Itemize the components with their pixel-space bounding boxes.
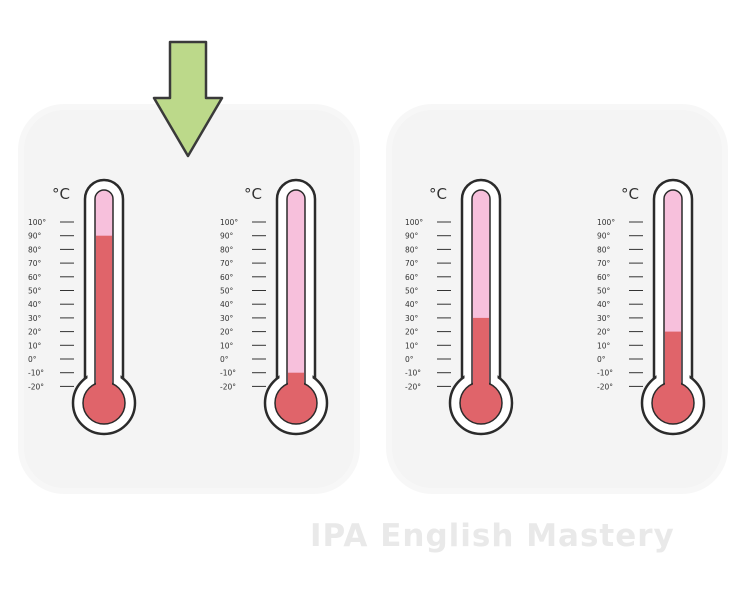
- watermark: IPA English Mastery: [310, 518, 675, 554]
- scale-label: 70°: [597, 259, 611, 268]
- scale-label: 30°: [28, 314, 42, 323]
- scale-label: 20°: [220, 328, 234, 337]
- scale-label: 100°: [597, 218, 615, 227]
- scale-label: 10°: [220, 341, 234, 350]
- scale-label: 80°: [597, 245, 611, 254]
- thermometer-4: °C 100° 90° 80° 70° 60° 50° 40° 30° 20° 10° 0° -10° -…: [597, 178, 706, 436]
- scale-label: 0°: [28, 355, 37, 364]
- scale-label: 30°: [597, 314, 611, 323]
- scale-label: 0°: [405, 355, 414, 364]
- unit-label: °C: [621, 185, 639, 203]
- scale-label: 90°: [405, 232, 419, 241]
- scale-label: 60°: [405, 273, 419, 282]
- scale-label: 0°: [220, 355, 229, 364]
- scale-label: -10°: [597, 369, 613, 378]
- scale-label: 30°: [405, 314, 419, 323]
- scale-label: 70°: [28, 259, 42, 268]
- scale-label: -10°: [28, 369, 44, 378]
- thermometer-4-bulb: [651, 381, 695, 425]
- scale-label: 0°: [597, 355, 606, 364]
- thermometer-2-bulb: [274, 381, 318, 425]
- thermometer-3-bulb: [459, 381, 503, 425]
- unit-label: °C: [244, 185, 262, 203]
- scale-label: 90°: [597, 232, 611, 241]
- scale-label: 20°: [597, 328, 611, 337]
- scale-label: 50°: [220, 287, 234, 296]
- scale-label: 50°: [597, 287, 611, 296]
- scale-label: 30°: [220, 314, 234, 323]
- scale-label: -20°: [597, 382, 613, 391]
- scale-label: -20°: [405, 382, 421, 391]
- scale-label: 60°: [28, 273, 42, 282]
- scale-label: 20°: [28, 328, 42, 337]
- scale-label: 90°: [220, 232, 234, 241]
- scale-label: 10°: [405, 341, 419, 350]
- scale-label: 100°: [405, 218, 423, 227]
- scale-label: 40°: [405, 300, 419, 309]
- scale-label: 40°: [220, 300, 234, 309]
- scale-label: -10°: [220, 369, 236, 378]
- scale-label: -10°: [405, 369, 421, 378]
- scale-label: 80°: [28, 245, 42, 254]
- scale-label: 100°: [28, 218, 46, 227]
- thermometer-1: °C 100° 90° 80° 70° 60° 50° 40° 30° 20° 10° 0° -10° -…: [28, 178, 137, 436]
- scale-label: 60°: [220, 273, 234, 282]
- scale-label: 50°: [405, 287, 419, 296]
- scale-label: 80°: [220, 245, 234, 254]
- scale-label: 50°: [28, 287, 42, 296]
- down-arrow-icon: [152, 40, 224, 158]
- thermometer-2: °C 100° 90° 80° 70° 60° 50° 40° 30° 20° 10° 0° -10° -…: [220, 178, 329, 436]
- scale-label: 80°: [405, 245, 419, 254]
- scale-label: 70°: [220, 259, 234, 268]
- thermometer-1-bulb: [82, 381, 126, 425]
- unit-label: °C: [429, 185, 447, 203]
- thermometer-1-mercury: [96, 235, 112, 403]
- scale-label: -20°: [220, 382, 236, 391]
- scale-label: 60°: [597, 273, 611, 282]
- scale-label: 40°: [597, 300, 611, 309]
- scale-label: 100°: [220, 218, 238, 227]
- scale-label: 40°: [28, 300, 42, 309]
- scale-label: 10°: [28, 341, 42, 350]
- thermometer-3: °C 100° 90° 80° 70° 60° 50° 40° 30° 20° 10° 0° -10° -…: [405, 178, 514, 436]
- scale-label: -20°: [28, 382, 44, 391]
- scale-label: 20°: [405, 328, 419, 337]
- scale-label: 70°: [405, 259, 419, 268]
- scale-label: 10°: [597, 341, 611, 350]
- unit-label: °C: [52, 185, 70, 203]
- scale-label: 90°: [28, 232, 42, 241]
